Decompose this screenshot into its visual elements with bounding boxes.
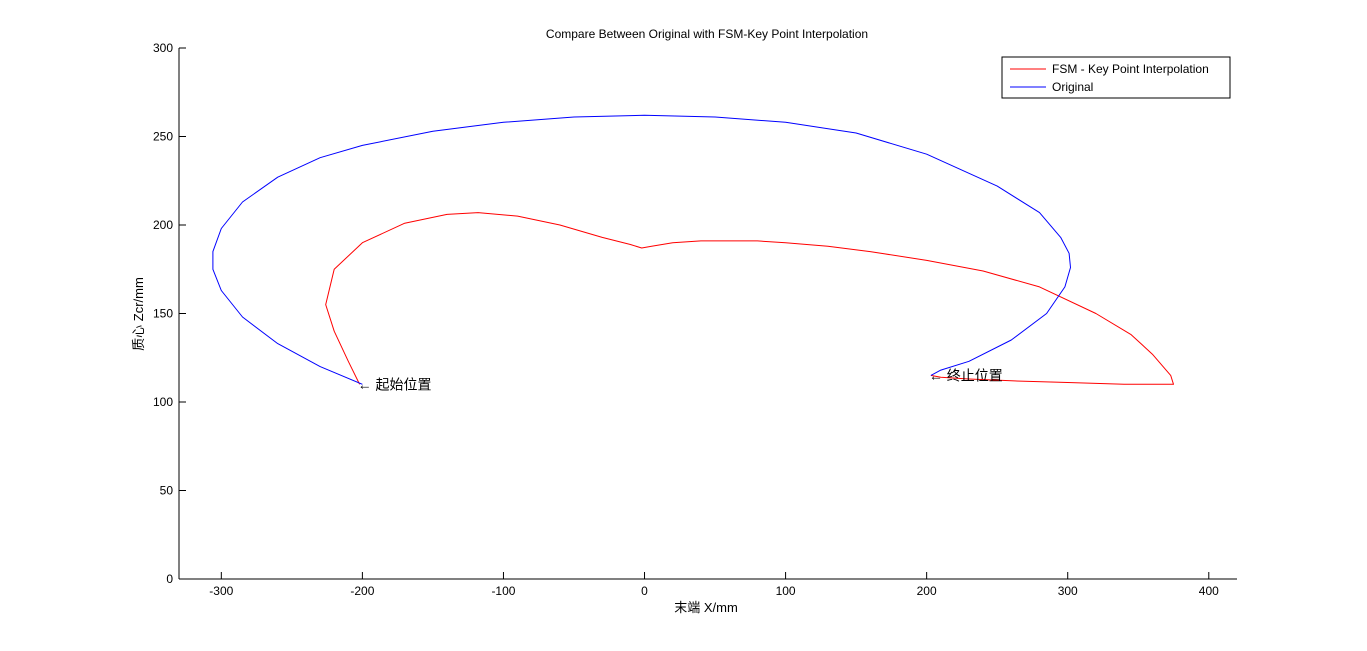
x-tick-label: 300 (1058, 584, 1078, 598)
y-tick-label: 150 (153, 307, 173, 321)
legend-entry: Original (1052, 80, 1093, 94)
series-line-original (212, 114, 1071, 385)
series-layer (212, 114, 1174, 385)
x-tick-label: -200 (350, 584, 374, 598)
tick-marks: -300 -200 -100 0 100 200 300 400 0 50 100 150 200 250… (153, 41, 1219, 598)
y-tick-label: 200 (153, 218, 173, 232)
x-tick-label: 200 (917, 584, 937, 598)
annotation-start: ← 起始位置 (358, 376, 432, 392)
y-tick-label: 100 (153, 395, 173, 409)
legend-box (1001, 56, 1231, 99)
legend: FSM - Key Point Interpolation Original (1001, 56, 1231, 99)
annotations: ← 起始位置 ← 终止位置 (358, 367, 1003, 392)
plot-area (179, 48, 1237, 579)
x-tick-label: -300 (209, 584, 233, 598)
chart-title: Compare Between Original with FSM-Key Po… (546, 27, 868, 41)
x-tick-label: 100 (776, 584, 796, 598)
x-tick-label: -100 (491, 584, 515, 598)
x-tick-label: 0 (641, 584, 648, 598)
y-tick-label: 250 (153, 130, 173, 144)
y-tick-label: 300 (153, 41, 173, 55)
y-axis-label: 质心 Zcr/mm (131, 277, 146, 351)
annotation-end: ← 终止位置 (929, 367, 1003, 383)
series-line-fsm-key-point (325, 212, 1174, 385)
x-axis-label: 末端 X/mm (674, 600, 738, 615)
axes (178, 48, 1237, 580)
y-tick-label: 50 (160, 484, 174, 498)
y-tick-label: 0 (166, 572, 173, 586)
x-tick-label: 400 (1199, 584, 1219, 598)
legend-entry: FSM - Key Point Interpolation (1052, 62, 1209, 76)
